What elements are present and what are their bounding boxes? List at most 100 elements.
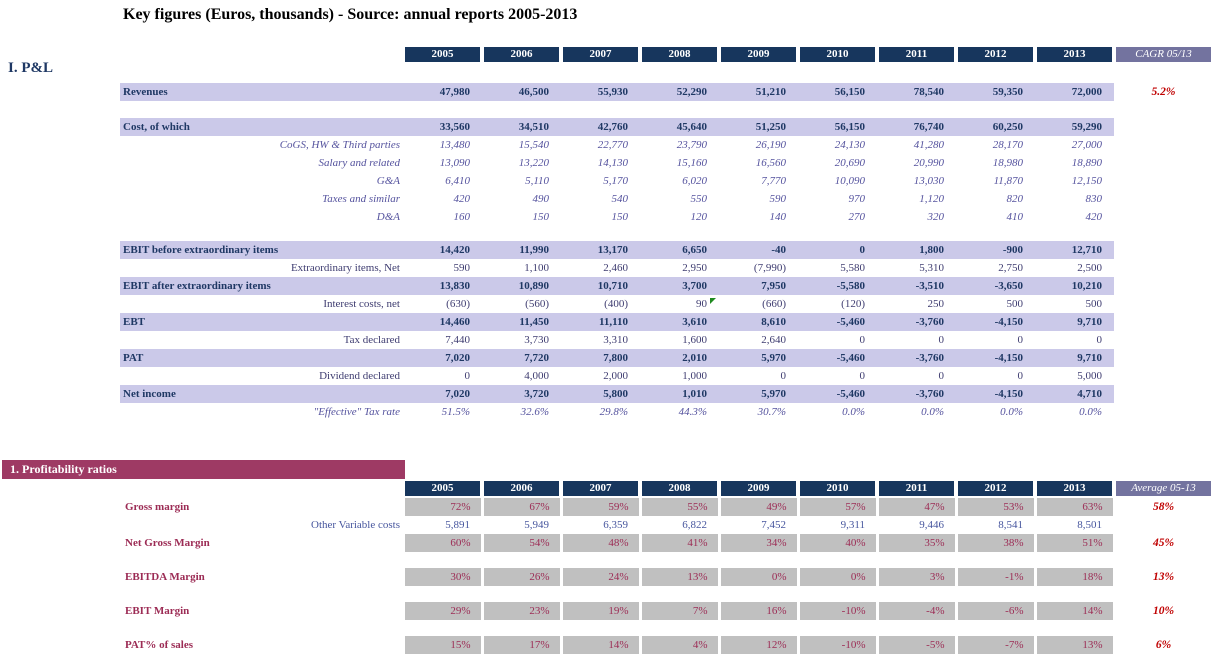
cell-taxes-and-similar-2008[interactable]: 550	[690, 193, 708, 205]
cell-pat-of-sales-2013[interactable]: 13%	[1035, 636, 1114, 654]
cell-extraordinary-items-net-2005[interactable]: 590	[453, 262, 471, 274]
cell-ebit-margin-2012[interactable]: -6%	[956, 602, 1035, 620]
cell-effective-tax-rate-2009[interactable]: 30.7%	[757, 406, 786, 418]
cell-cost-of-which-2012[interactable]: 60,250	[992, 121, 1023, 133]
cell-ebit-before-extraordinary-items-2010[interactable]: 0	[859, 244, 866, 256]
cell-salary-and-related-2005[interactable]: 13,090	[439, 157, 470, 169]
cell-cogs-hw-third-parties-2006[interactable]: 15,540	[518, 139, 549, 151]
cell-ebit-before-extraordinary-items-2012[interactable]: -900	[1002, 244, 1023, 256]
cell-d-a-2013[interactable]: 420	[1085, 211, 1103, 223]
cell-g-a-2007[interactable]: 5,170	[603, 175, 628, 187]
cell-cost-of-which-2011[interactable]: 76,740	[913, 121, 944, 133]
cell-ebit-before-extraordinary-items-2008[interactable]: 6,650	[682, 244, 707, 256]
cell-net-income-cagr[interactable]	[1114, 385, 1213, 403]
cell-revenues-2009[interactable]: 51,210	[755, 86, 786, 98]
cell-d-a-2010[interactable]: 270	[848, 211, 866, 223]
row-label-salary-and-related[interactable]: Salary and related	[318, 157, 400, 169]
cell-ebit-margin-2013[interactable]: 14%	[1035, 602, 1114, 620]
cell-tax-declared-2006[interactable]: 3,730	[524, 334, 549, 346]
cell-extraordinary-items-net-2011[interactable]: 5,310	[919, 262, 944, 274]
cell-salary-and-related-2006[interactable]: 13,220	[518, 157, 549, 169]
cell-ebit-margin-2011[interactable]: -4%	[877, 602, 956, 620]
cell-tax-declared-2009[interactable]: 2,640	[761, 334, 786, 346]
cell-effective-tax-rate-2005[interactable]: 51.5%	[441, 406, 470, 418]
cell-pat-2010[interactable]: -5,460	[836, 352, 865, 364]
col-header-2009[interactable]: 2009	[719, 47, 798, 62]
cell-g-a-2013[interactable]: 12,150	[1071, 175, 1102, 187]
cell-salary-and-related-2007[interactable]: 14,130	[597, 157, 628, 169]
row-label-taxes-and-similar[interactable]: Taxes and similar	[322, 193, 400, 205]
cell-net-income-2009[interactable]: 5,970	[761, 388, 786, 400]
cell-ebt-2010[interactable]: -5,460	[836, 316, 865, 328]
cell-cogs-hw-third-parties-2010[interactable]: 24,130	[834, 139, 865, 151]
cell-net-income-2005[interactable]: 7,020	[445, 388, 470, 400]
col-header-2006[interactable]: 2006	[482, 47, 561, 62]
cell-g-a-2011[interactable]: 13,030	[913, 175, 944, 187]
cell-gross-margin-2005[interactable]: 72%	[403, 498, 482, 516]
cell-other-variable-costs-2008[interactable]: 6,822	[682, 519, 707, 531]
cell-ebitda-margin-2006[interactable]: 26%	[482, 568, 561, 586]
col-header-2013[interactable]: 2013	[1035, 47, 1114, 62]
cell-gross-margin-2008[interactable]: 55%	[640, 498, 719, 516]
cell-extraordinary-items-net-2013[interactable]: 2,500	[1077, 262, 1102, 274]
cell-taxes-and-similar-2011[interactable]: 1,120	[919, 193, 944, 205]
cell-effective-tax-rate-2010[interactable]: 0.0%	[842, 406, 865, 418]
cell-tax-declared-2005[interactable]: 7,440	[445, 334, 470, 346]
cell-ebitda-margin-2010[interactable]: 0%	[798, 568, 877, 586]
cell-gross-margin-2010[interactable]: 57%	[798, 498, 877, 516]
cell-ebitda-margin-2011[interactable]: 3%	[877, 568, 956, 586]
cell-ebt-2007[interactable]: 11,110	[598, 316, 628, 328]
cell-g-a-2009[interactable]: 7,770	[761, 175, 786, 187]
cell-ebit-after-extraordinary-items-2011[interactable]: -3,510	[915, 280, 944, 292]
cell-taxes-and-similar-2013[interactable]: 830	[1085, 193, 1103, 205]
cell-revenues-2011[interactable]: 78,540	[913, 86, 944, 98]
cell-ebitda-margin-2008[interactable]: 13%	[640, 568, 719, 586]
cell-tax-declared-2007[interactable]: 3,310	[603, 334, 628, 346]
cell-ebt-2009[interactable]: 8,610	[761, 316, 786, 328]
cell-tax-declared-cagr[interactable]	[1114, 331, 1213, 349]
row-label-net-income[interactable]: Net income	[123, 388, 176, 400]
row-label-cogs-hw-third-parties[interactable]: CoGS, HW & Third parties	[279, 139, 400, 151]
cell-revenues-2012[interactable]: 59,350	[992, 86, 1023, 98]
col-header-2008[interactable]: 2008	[640, 481, 719, 496]
cell-cogs-hw-third-parties-2008[interactable]: 23,790	[676, 139, 707, 151]
row-label-other-variable-costs[interactable]: Other Variable costs	[311, 519, 400, 531]
cell-pat-2011[interactable]: -3,760	[915, 352, 944, 364]
cell-revenues-2006[interactable]: 46,500	[518, 86, 549, 98]
cell-pat-2007[interactable]: 7,800	[603, 352, 628, 364]
cell-ebit-margin-2006[interactable]: 23%	[482, 602, 561, 620]
cell-ebitda-margin-2013[interactable]: 18%	[1035, 568, 1114, 586]
cell-d-a-cagr[interactable]	[1114, 208, 1213, 226]
cell-cost-of-which-2013[interactable]: 59,290	[1071, 121, 1102, 133]
cell-tax-declared-2010[interactable]: 0	[859, 334, 866, 346]
cell-net-income-2008[interactable]: 1,010	[682, 388, 707, 400]
cell-cost-of-which-2005[interactable]: 33,560	[439, 121, 470, 133]
cell-pat-2008[interactable]: 2,010	[682, 352, 707, 364]
cell-taxes-and-similar-2009[interactable]: 590	[769, 193, 787, 205]
cell-ebt-cagr[interactable]	[1114, 313, 1213, 331]
cell-extraordinary-items-net-2012[interactable]: 2,750	[998, 262, 1023, 274]
cell-cost-of-which-2006[interactable]: 34,510	[518, 121, 549, 133]
cell-cogs-hw-third-parties-2012[interactable]: 28,170	[992, 139, 1023, 151]
cell-cost-of-which-2007[interactable]: 42,760	[597, 121, 628, 133]
cell-g-a-2012[interactable]: 11,870	[993, 175, 1023, 187]
cell-effective-tax-rate-2012[interactable]: 0.0%	[1000, 406, 1023, 418]
col-header-2012[interactable]: 2012	[956, 481, 1035, 496]
cell-revenues-2010[interactable]: 56,150	[834, 86, 865, 98]
col-header-2010[interactable]: 2010	[798, 481, 877, 496]
row-label-tax-declared[interactable]: Tax declared	[343, 334, 400, 346]
row-label-effective-tax-rate[interactable]: "Effective" Tax rate	[313, 406, 400, 418]
cell-ebit-margin-2009[interactable]: 16%	[719, 602, 798, 620]
cell-cogs-hw-third-parties-2011[interactable]: 41,280	[913, 139, 944, 151]
cell-pat-2005[interactable]: 7,020	[445, 352, 470, 364]
row-label-ebt[interactable]: EBT	[123, 316, 146, 328]
cell-pat-2006[interactable]: 7,720	[524, 352, 549, 364]
cell-ebt-2008[interactable]: 3,610	[682, 316, 707, 328]
cell-g-a-2008[interactable]: 6,020	[682, 175, 707, 187]
cell-ebt-2012[interactable]: -4,150	[994, 316, 1023, 328]
cell-dividend-declared-2010[interactable]: 0	[859, 370, 866, 382]
cell-d-a-2008[interactable]: 120	[690, 211, 708, 223]
col-header-2011[interactable]: 2011	[877, 47, 956, 62]
cell-g-a-cagr[interactable]	[1114, 172, 1213, 190]
cell-d-a-2009[interactable]: 140	[769, 211, 787, 223]
